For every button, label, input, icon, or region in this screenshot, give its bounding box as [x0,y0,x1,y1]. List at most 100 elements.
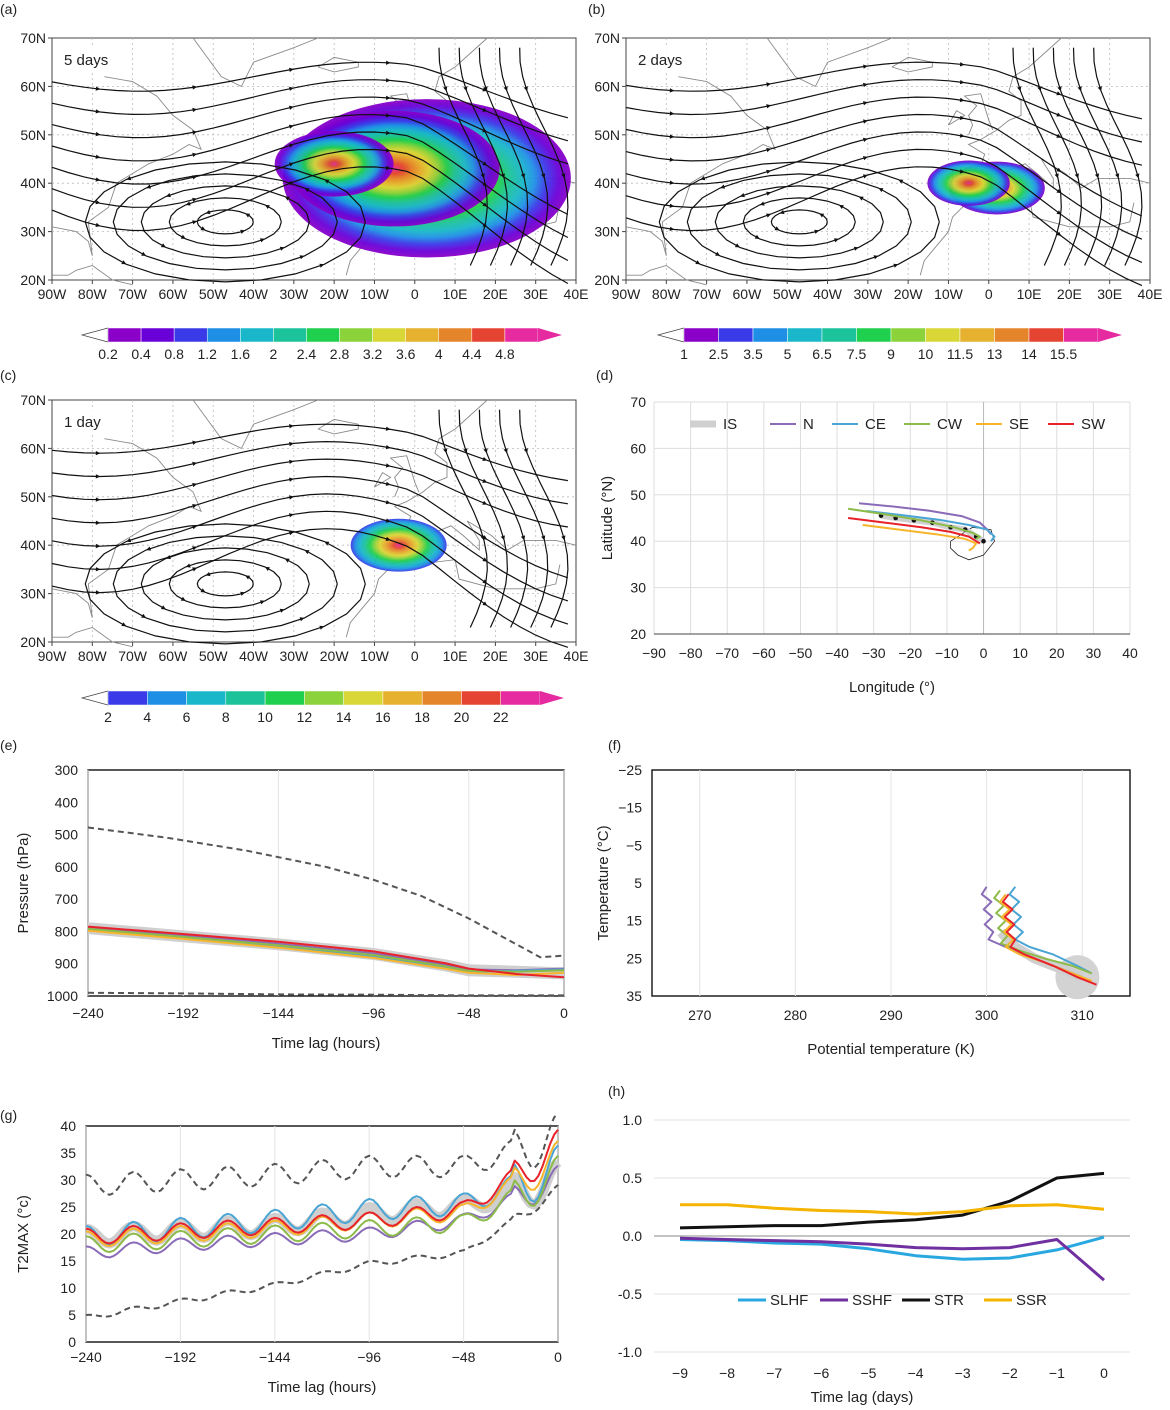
flow-arrow [95,520,101,525]
x-tick-label: 30E [1097,286,1122,302]
flow-arrow [959,133,965,138]
flow-arrow [1054,173,1059,179]
legend-label: SLHF [770,1292,808,1309]
x-tick-label: 30E [523,286,548,302]
streamline [51,528,569,648]
flow-arrow [299,617,305,622]
series-line-SE [862,524,978,552]
colorbar-swatch [500,690,541,706]
title-box [60,48,120,70]
colorbar-label: 6 [183,709,191,725]
x-tick-label: −96 [362,1005,386,1021]
x-tick-label: −70 [715,645,739,661]
streamline [51,131,569,239]
flow-arrow [500,173,505,179]
x-tick-label: 80W [78,286,108,302]
plot-frame [87,769,565,997]
flow-arrow [759,201,765,206]
x-tick-label: −192 [165,1349,197,1365]
y-tick-label: 70N [20,30,46,46]
flow-arrow [720,184,726,189]
flow-arrow [1115,173,1120,179]
x-tick-label: −9 [672,1365,688,1381]
flow-arrow [95,567,101,572]
flow-arrow [669,180,675,185]
flow-arrow [385,536,391,541]
streamlines [51,409,569,648]
streamline [519,409,569,628]
y-tick-label: 20N [20,634,46,650]
streamline [770,209,828,235]
x-tick-label: 10W [360,286,390,302]
density-blob [350,518,447,572]
streamline [519,47,569,266]
flow-arrow [260,238,265,243]
x-tick-label: −3 [955,1365,971,1381]
streamline [112,173,338,271]
flow-arrow [1056,167,1062,172]
colorbar-max-arrow [538,328,562,342]
title-box [60,410,120,432]
flow-arrow [482,202,488,207]
flow-arrow [1056,112,1062,117]
x-tick-label: 60W [159,648,189,664]
y-tick-label: 50 [630,487,646,503]
legend-label: SSHF [852,1292,892,1309]
flow-arrow [482,557,488,562]
flow-arrow [141,251,147,256]
streamline [51,440,568,505]
flow-arrow [520,535,526,541]
flow-arrow [95,590,101,595]
flow-arrow [385,518,391,523]
x-tick-label: −4 [908,1365,924,1381]
streamline [51,510,569,625]
title-box [634,48,694,70]
flow-arrow [192,130,198,135]
flow-arrow [95,154,101,159]
x-tick-label: 300 [975,1007,999,1023]
legend-label: N [803,416,814,433]
colorbar-swatch [343,690,384,706]
y-tick-label: 5 [634,875,642,891]
flow-arrow [541,535,546,541]
flow-arrow [862,137,868,142]
flow-arrow [192,152,198,157]
y-tick-label: 1.0 [623,1112,643,1128]
streamline [742,197,856,247]
colorbar-swatch [405,327,440,343]
panel-letter: (g) [0,1107,17,1123]
streamline [140,547,310,621]
y-tick-label: −15 [618,800,642,816]
flow-arrow [289,459,294,464]
x-tick-label: 20 [1049,645,1065,661]
series-line-SSR [680,1203,1105,1216]
coastline-segment [625,76,776,256]
flow-arrow [483,448,488,454]
plot-axes: −240 −192 −144 −96 −48 0 0 5 10 15 20 25 30 35 40 Time … [15,1112,562,1396]
colorbar-swatch [273,327,307,343]
colorbar-label: 8 [222,709,230,725]
coastline-segment [317,56,359,73]
colorbar-swatch [107,327,142,343]
x-tick-label: 280 [784,1007,808,1023]
colorbar-min-arrow [80,327,109,343]
flow-arrow [165,193,171,198]
y-tick-label: 20N [20,272,46,288]
colorbar-swatch [382,690,423,706]
flow-arrow [503,448,508,454]
streamline [112,535,338,633]
flow-arrow [180,234,186,239]
flow-arrow [482,107,488,112]
y-tick-label: 600 [55,859,79,875]
flow-arrow [1074,173,1079,179]
x-tick-label: 40E [564,286,589,302]
flow-arrow [863,82,868,88]
streamline [625,166,1143,287]
flow-arrow [779,210,785,215]
streamline [1093,47,1143,266]
flow-arrow [121,260,127,265]
colorbar-label: 9 [887,346,895,362]
flow-arrow [299,255,305,260]
streamline [686,173,912,271]
map-frame [625,37,1151,281]
